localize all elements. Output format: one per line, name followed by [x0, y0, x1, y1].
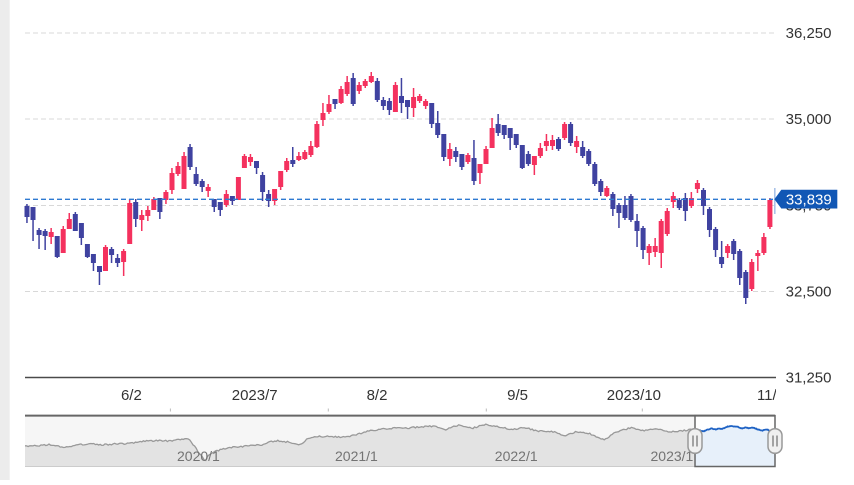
svg-text:2021/1: 2021/1: [335, 448, 378, 464]
svg-text:8/2: 8/2: [367, 387, 388, 404]
svg-text:35,000: 35,000: [786, 111, 832, 128]
svg-text:9/5: 9/5: [507, 387, 528, 404]
svg-text:2023/7: 2023/7: [232, 387, 278, 404]
svg-text:33,839: 33,839: [786, 192, 832, 209]
svg-text:2020/1: 2020/1: [177, 448, 220, 464]
svg-text:36,250: 36,250: [786, 25, 832, 42]
svg-text:11/1: 11/1: [757, 387, 785, 404]
svg-text:2022/1: 2022/1: [495, 448, 538, 464]
svg-text:6/2: 6/2: [121, 387, 142, 404]
svg-text:31,250: 31,250: [786, 370, 832, 387]
svg-text:2023/1: 2023/1: [651, 448, 694, 464]
svg-text:2023/10: 2023/10: [607, 387, 661, 404]
svg-text:32,500: 32,500: [786, 284, 832, 301]
